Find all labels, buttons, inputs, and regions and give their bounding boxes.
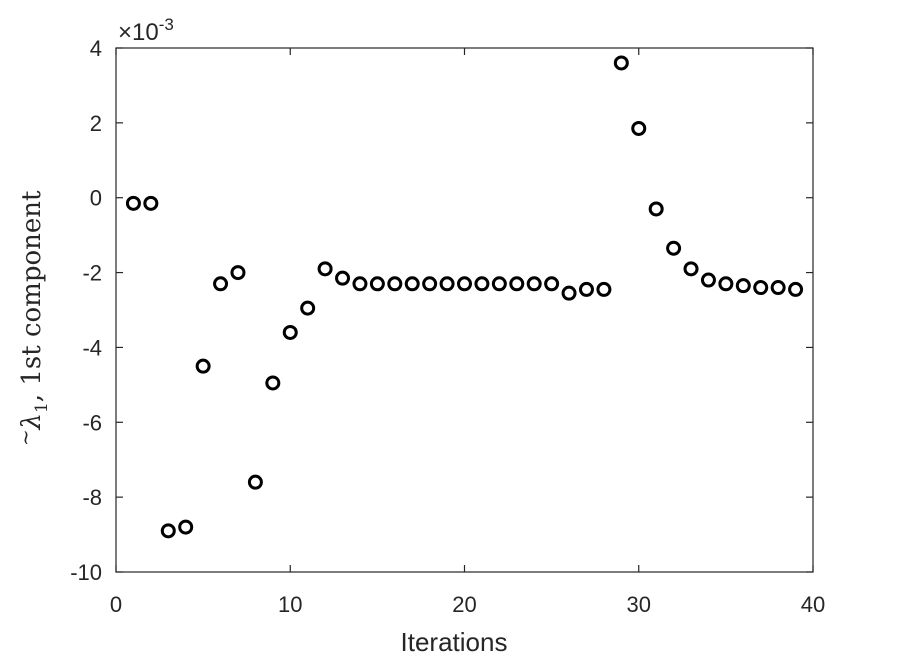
y-axis-symbol: λ	[17, 413, 47, 430]
x-tick-label: 20	[452, 592, 476, 617]
y-axis: 4 2 0 -2 -4 -6 -8 -10	[70, 36, 813, 585]
data-point	[143, 195, 159, 211]
data-point	[178, 519, 194, 535]
y-tick-label: 2	[90, 111, 102, 136]
data-point	[195, 358, 211, 374]
data-point	[648, 201, 664, 217]
data-point	[753, 280, 769, 296]
data-point	[439, 276, 455, 292]
x-tick-label: 10	[278, 592, 302, 617]
y-axis-title: λ1, 1st component	[17, 190, 52, 430]
data-point	[125, 195, 141, 211]
data-point	[160, 523, 176, 539]
plot-area	[115, 47, 814, 573]
data-point	[352, 276, 368, 292]
data-point	[387, 276, 403, 292]
data-point	[770, 280, 786, 296]
data-point	[596, 281, 612, 297]
tilde-mark: ~	[13, 429, 37, 446]
data-point	[578, 281, 594, 297]
y-tick-label: -4	[82, 335, 102, 360]
data-point	[735, 278, 751, 294]
data-point	[369, 276, 385, 292]
data-point	[683, 261, 699, 277]
data-point	[666, 240, 682, 256]
data-point	[561, 285, 577, 301]
y-tick-label: -10	[70, 560, 102, 585]
y-multiplier-exponent: -3	[159, 15, 174, 34]
y-tick-label: -2	[82, 261, 102, 286]
data-point	[718, 276, 734, 292]
data-point	[213, 276, 229, 292]
y-tick-label: 0	[90, 186, 102, 211]
data-point	[613, 55, 629, 71]
data-point	[788, 281, 804, 297]
x-axis-title: Iterations	[401, 627, 508, 657]
data-point	[544, 276, 560, 292]
data-point	[335, 270, 351, 286]
data-point	[700, 272, 716, 288]
y-multiplier: ×10-3	[118, 15, 174, 46]
data-point	[317, 261, 333, 277]
data-point	[526, 276, 542, 292]
y-tick-label: -6	[82, 410, 102, 435]
y-axis-subscript: 1	[32, 402, 52, 413]
y-axis-separator: ,	[17, 386, 47, 403]
data-point	[474, 276, 490, 292]
data-point	[265, 375, 281, 391]
x-tick-label: 40	[801, 592, 825, 617]
data-point	[491, 276, 507, 292]
x-tick-label: 0	[110, 592, 122, 617]
x-axis: 0 10 20 30 40	[110, 48, 825, 617]
data-point	[247, 474, 263, 490]
x-tick-label: 30	[627, 592, 651, 617]
data-point	[509, 276, 525, 292]
data-point	[300, 300, 316, 316]
data-point	[457, 276, 472, 292]
data-point	[230, 265, 246, 281]
y-tick-label: -8	[82, 485, 102, 510]
y-tick-label: 4	[90, 36, 102, 61]
data-point	[631, 120, 647, 136]
data-point	[282, 324, 298, 340]
y-multiplier-base: ×10	[118, 19, 159, 46]
y-axis-label-text: 1st component	[17, 190, 47, 386]
data-point	[404, 276, 420, 292]
data-series	[125, 55, 804, 539]
data-point	[422, 276, 438, 292]
